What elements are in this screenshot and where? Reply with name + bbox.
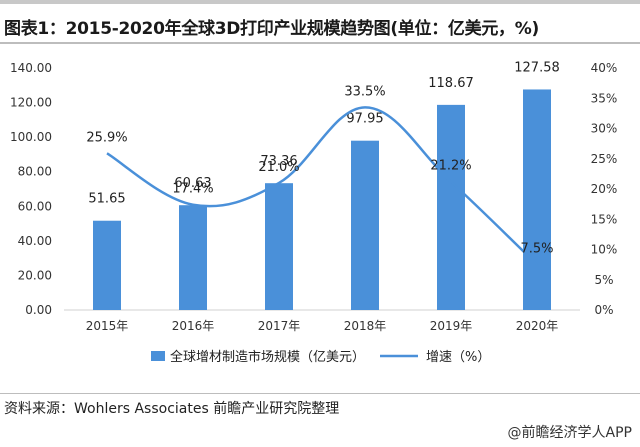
bar [351, 140, 379, 310]
chart-title: 图表1：2015-2020年全球3D打印产业规模趋势图(单位：亿美元，%) [4, 19, 539, 39]
y-left-tick-label: 120.00 [10, 96, 52, 110]
growth-value-label: 21.0% [258, 160, 299, 175]
y-right-tick-label: 20% [591, 182, 618, 196]
legend-line-label: 增速（%） [426, 350, 490, 365]
footer-divider [0, 393, 640, 394]
bar-value-label: 51.65 [88, 192, 125, 207]
bar [179, 205, 207, 310]
chart-area: 0.00 20.00 40.00 60.00 80.00 100.00 120.00 140.… [10, 60, 618, 365]
y-right-tick-label: 35% [591, 91, 618, 105]
bar-value-label: 73.36 [260, 154, 297, 169]
y-right-tick-label: 40% [591, 61, 618, 75]
bar-value-label: 118.67 [428, 76, 474, 91]
chart-header: 图表1：2015-2020年全球3D打印产业规模趋势图(单位：亿美元，%) [0, 0, 640, 44]
growth-value-label: 17.4% [172, 182, 213, 197]
x-tick-label: 2017年 [258, 319, 301, 333]
legend-bar-swatch [151, 351, 165, 361]
bar-value-label: 60.63 [174, 176, 211, 191]
bar [523, 89, 551, 310]
y-left-tick-label: 60.00 [18, 199, 52, 213]
legend-bar-label: 全球增材制造市场规模（亿美元） [170, 349, 365, 365]
y-left-tick-label: 20.00 [18, 268, 52, 282]
growth-value-label: 21.2% [430, 159, 471, 174]
bar-value-label: 127.58 [514, 60, 560, 75]
y-right-tick-label: 10% [591, 243, 618, 257]
x-tick-label: 2015年 [86, 319, 129, 333]
y-right-tick-label: 15% [591, 212, 618, 226]
growth-line [106, 106, 538, 266]
growth-value-label: 7.5% [520, 242, 553, 257]
x-tick-label: 2019年 [430, 319, 473, 333]
bar-value-label: 97.95 [346, 112, 383, 127]
y-left-tick-label: 40.00 [18, 234, 52, 248]
y-left-tick-label: 0.00 [25, 303, 52, 317]
bar [437, 104, 465, 311]
y-right-tick-label: 25% [591, 152, 618, 166]
growth-value-label: 25.9% [86, 130, 127, 145]
bar [93, 220, 121, 310]
source-note: 资料来源：Wohlers Associates 前瞻产业研究院整理 [4, 401, 340, 417]
y-left-tick-label: 80.00 [18, 165, 52, 179]
x-tick-label: 2020年 [516, 319, 559, 333]
y-left-tick-label: 100.00 [10, 130, 52, 144]
y-right-tick-label: 5% [594, 273, 613, 287]
y-left-tick-label: 140.00 [10, 61, 52, 75]
x-tick-label: 2016年 [172, 319, 215, 333]
y-right-tick-label: 30% [591, 122, 618, 136]
growth-value-label: 33.5% [344, 84, 385, 99]
x-tick-label: 2018年 [344, 319, 387, 333]
bar [265, 183, 293, 310]
publisher-watermark: @前瞻经济学人APP [507, 425, 632, 441]
y-right-tick-label: 0% [594, 303, 613, 317]
